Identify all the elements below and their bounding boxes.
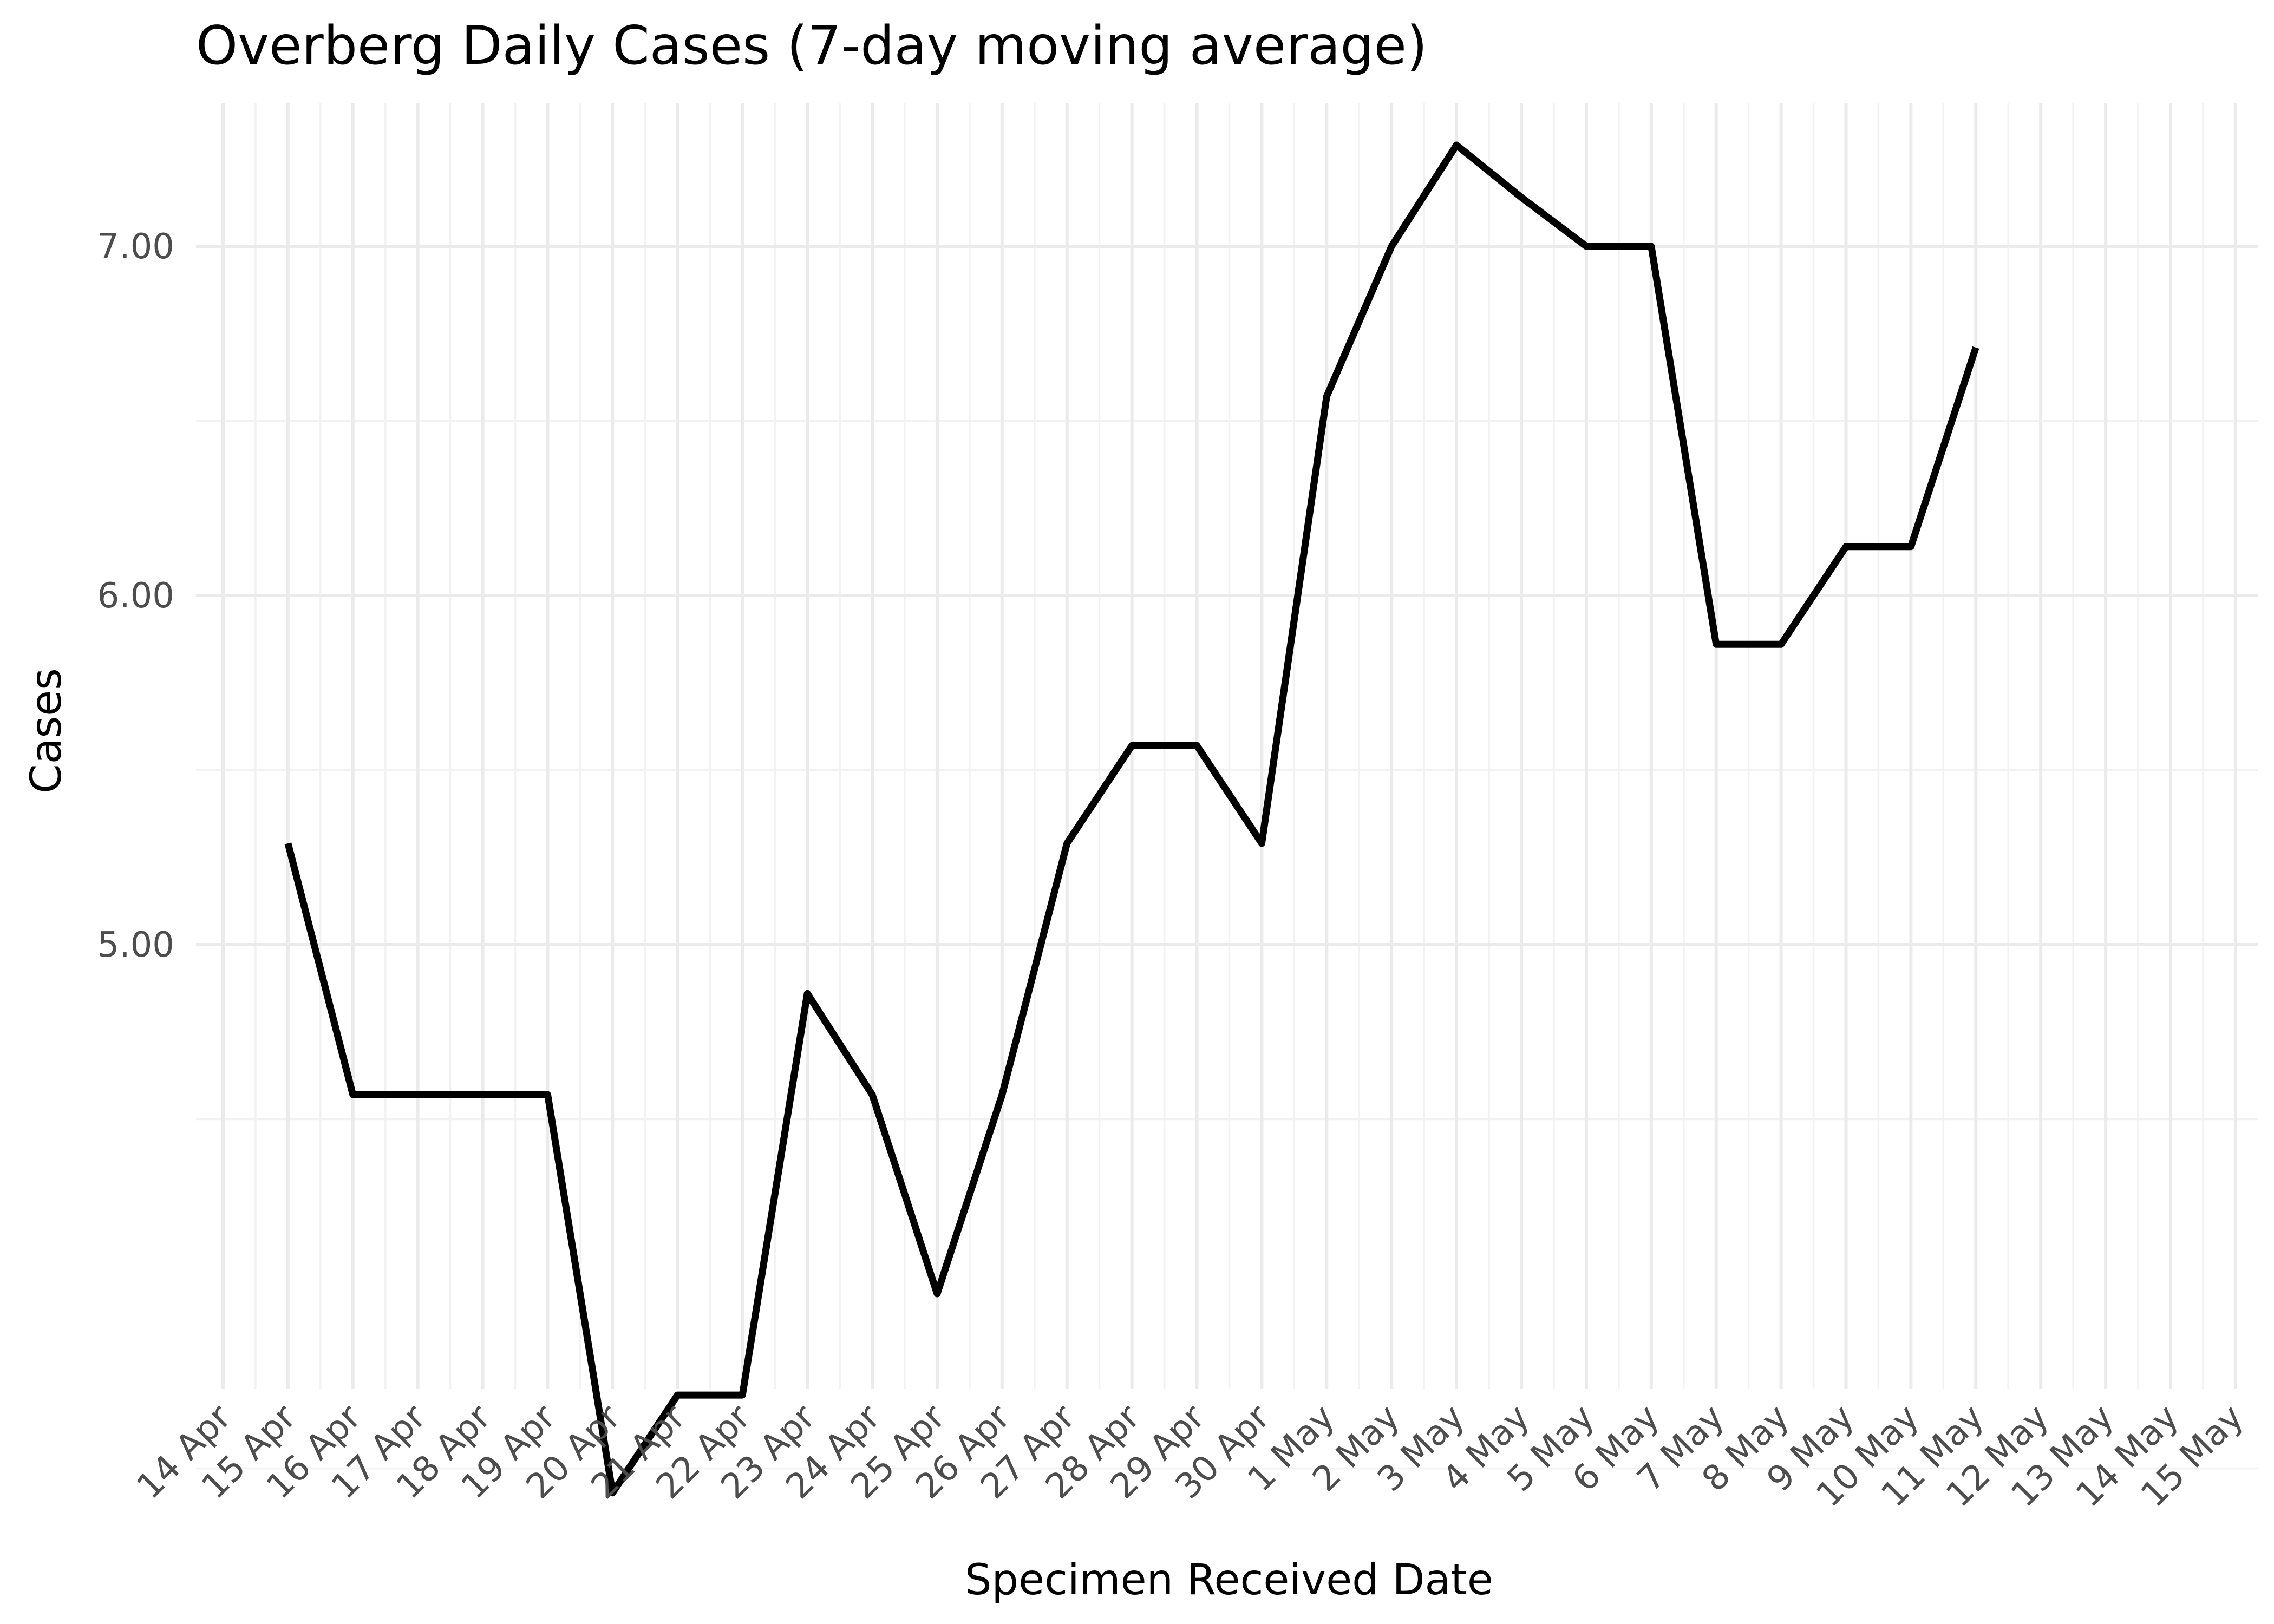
y-axis-tick-labels: 5.00 6.00 7.00 [97,227,175,965]
y-axis-title: Cases [22,668,71,794]
y-tick-label: 6.00 [97,576,175,616]
x-axis-title: Specimen Received Date [965,1556,1493,1605]
y-tick-label: 5.00 [97,925,175,965]
minor-gridlines [196,103,2258,1470]
y-tick-label: 7.00 [97,227,175,267]
series-line [284,141,1979,1497]
chart-title: Overberg Daily Cases (7-day moving avera… [196,15,1427,77]
